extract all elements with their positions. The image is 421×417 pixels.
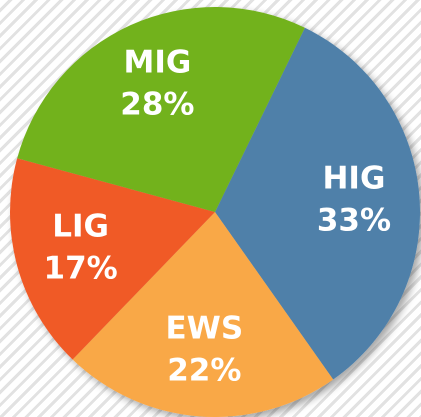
pie-slice	[17, 6, 305, 213]
slice-label: EWS	[165, 310, 243, 346]
pie-slice	[215, 27, 421, 380]
slice-label: HIG	[322, 160, 385, 196]
slice-label: LIG	[52, 209, 109, 245]
slice-label: MIG	[123, 45, 191, 81]
value-label: 28%	[120, 87, 194, 123]
value-label: 17%	[44, 251, 118, 287]
pie-slice	[72, 212, 334, 417]
value-label: 22%	[167, 352, 241, 388]
pie-slice	[9, 158, 216, 360]
pie	[9, 6, 421, 417]
value-label: 33%	[317, 202, 391, 238]
